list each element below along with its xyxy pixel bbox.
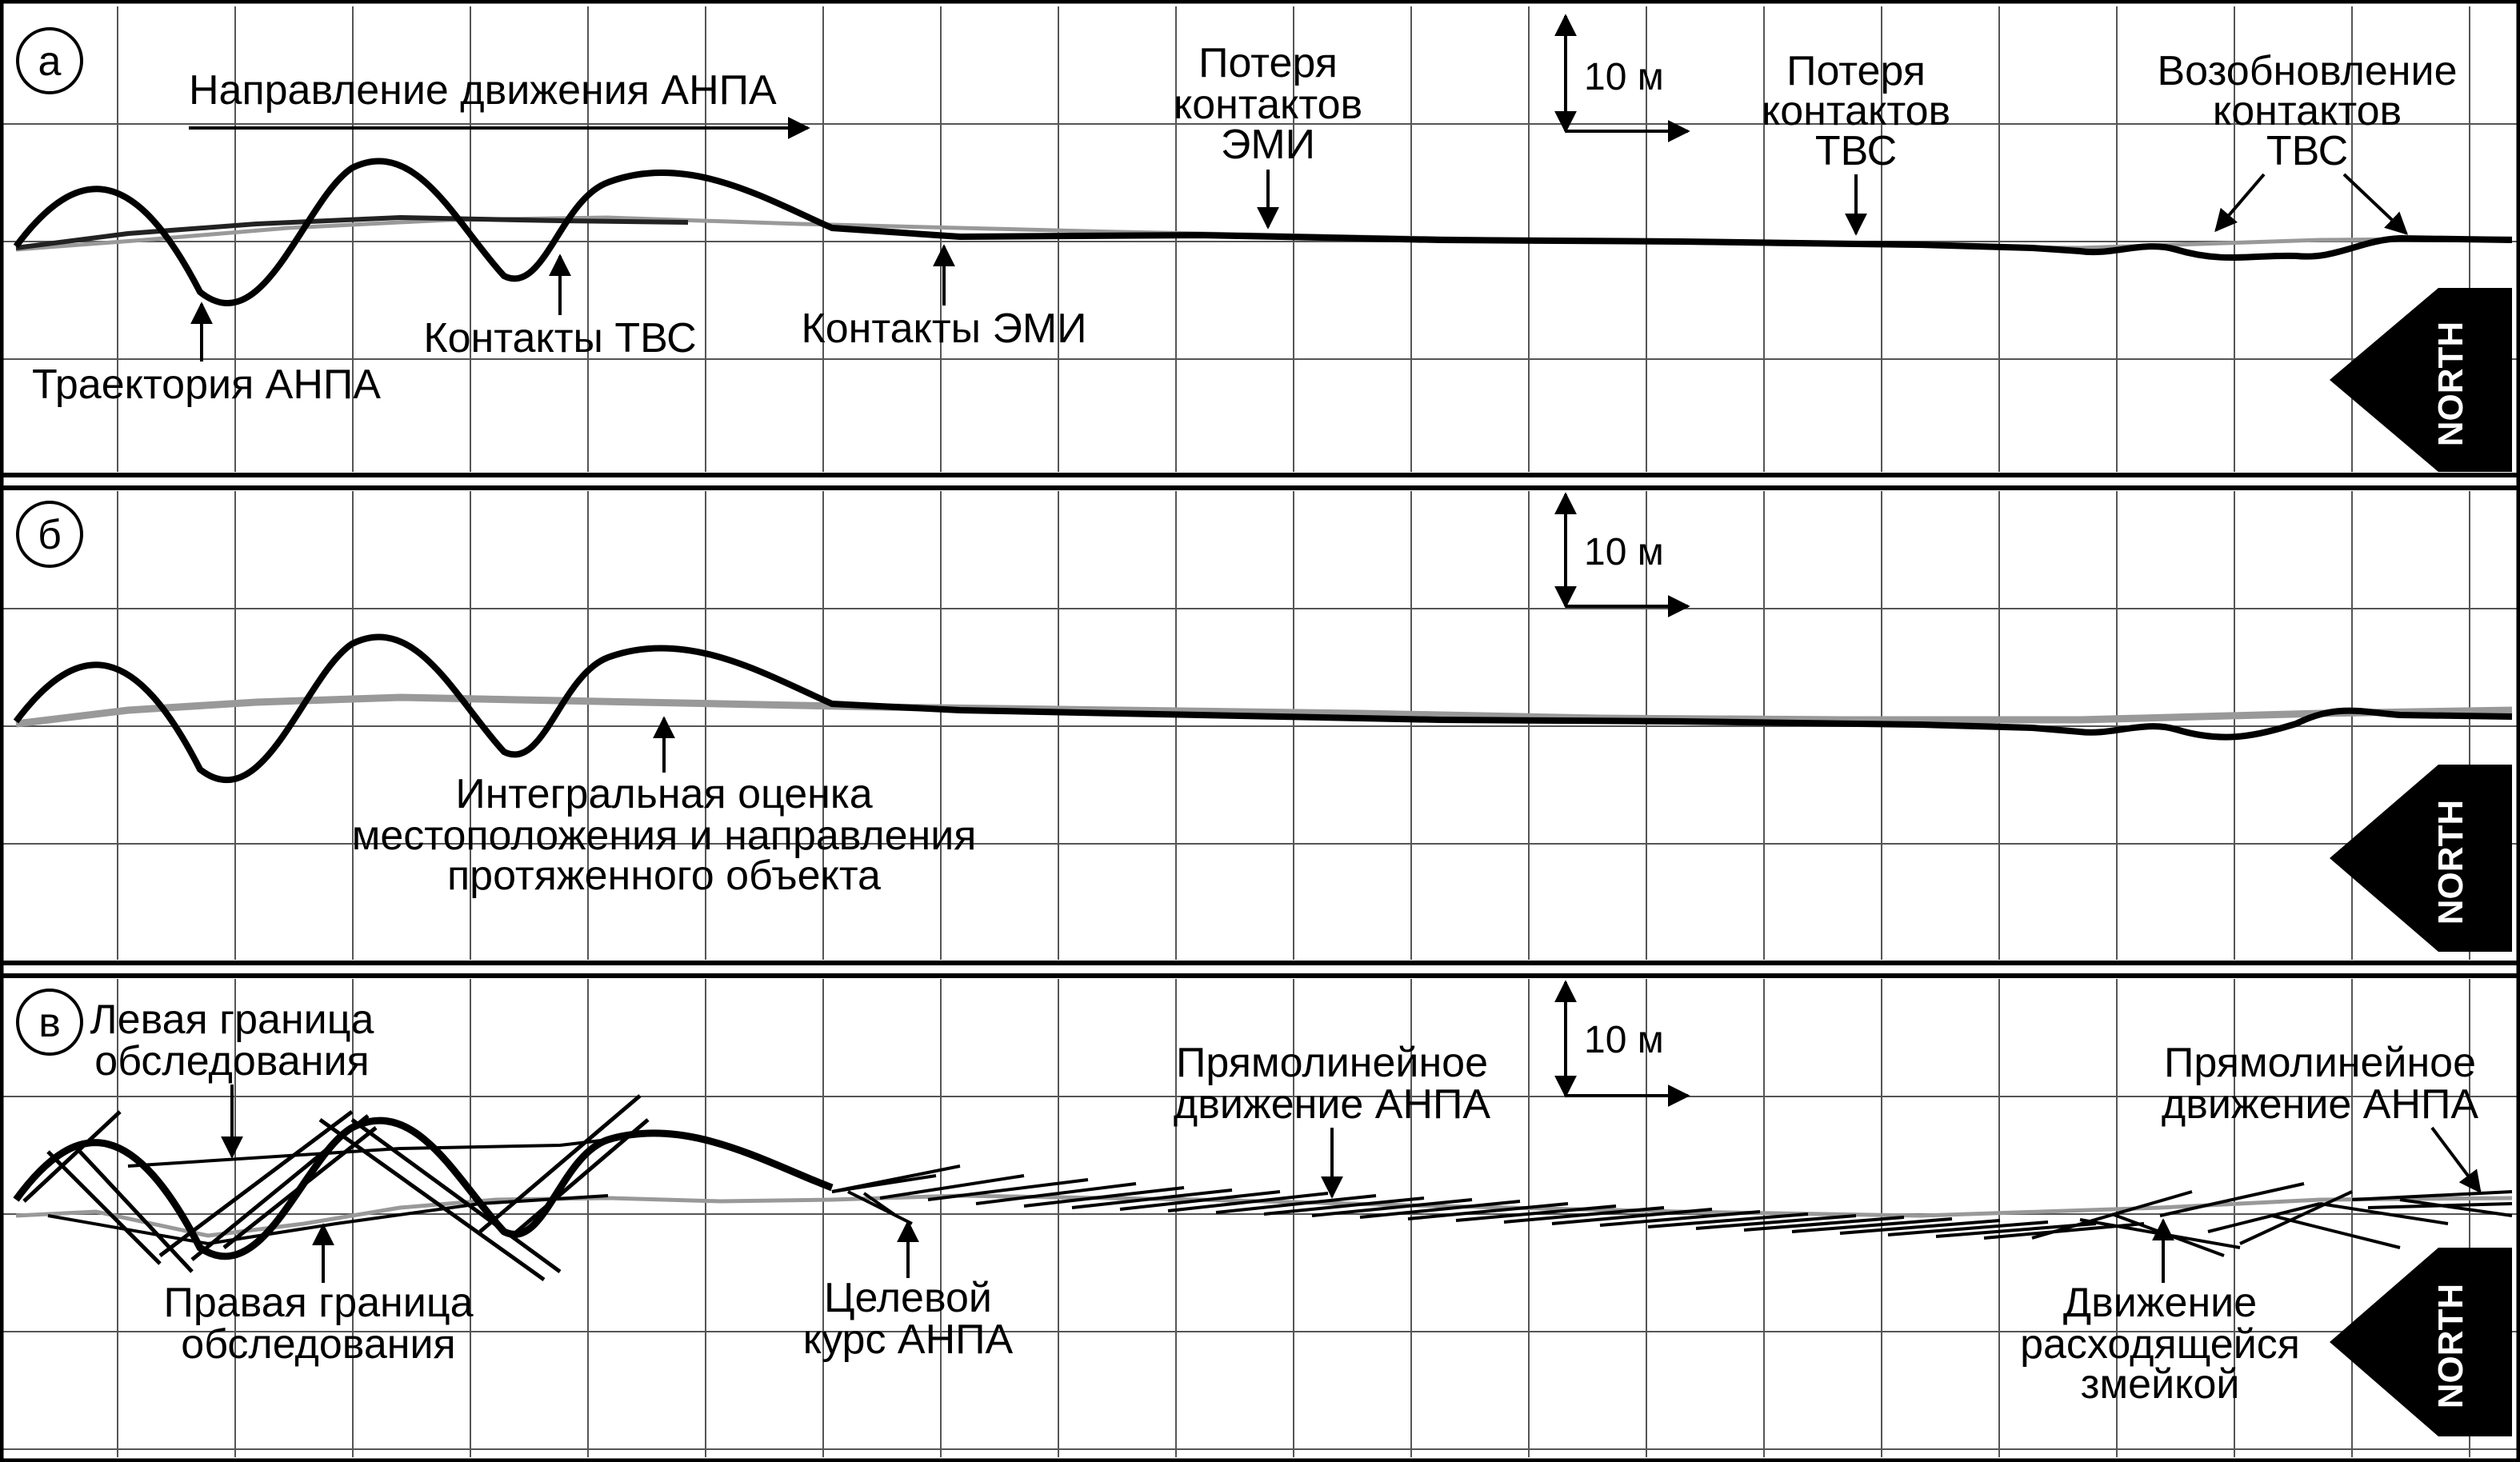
resume-line-2: контактов bbox=[2213, 88, 2402, 134]
panel-b-badge bbox=[16, 501, 83, 568]
panel-c-badge bbox=[16, 989, 83, 1056]
right-boundary-line-1: Правая граница bbox=[163, 1280, 473, 1326]
emi-loss-line-1: Потеря bbox=[1198, 40, 1338, 86]
scale-bar-c bbox=[1554, 980, 1690, 1107]
panel-a: а 10 м NORTH Направление движения АНПА П… bbox=[13, 14, 2513, 472]
emi-contacts-label: Контакты ЭМИ bbox=[801, 306, 1086, 352]
estimate-line-1: Интегральная оценка bbox=[455, 771, 872, 817]
left-boundary-line-2: обследования bbox=[94, 1038, 369, 1085]
diverging-snake-line-3: змейкой bbox=[2081, 1361, 2240, 1408]
scale-bar-b bbox=[1554, 492, 1690, 617]
right-boundary-line-2: обследования bbox=[181, 1321, 455, 1368]
tvs-loss-line-1: Потеря bbox=[1786, 48, 1926, 94]
straight-motion-b-line-2: движение АНПА bbox=[2162, 1081, 2478, 1128]
panel-a-letter: а bbox=[38, 38, 62, 85]
north-label-a: NORTH bbox=[2431, 322, 2470, 446]
panel-b: б 10 м NORTH Интегральная оценка местопо… bbox=[13, 492, 2513, 952]
auv-trajectory-a bbox=[13, 158, 2513, 306]
estimate-line-2: местоположения и направления bbox=[352, 813, 977, 859]
target-course-line-2: курс АНПА bbox=[803, 1316, 1014, 1363]
resume-line-3: ТВС bbox=[2266, 128, 2348, 174]
north-label-c: NORTH bbox=[2431, 1284, 2470, 1408]
scale-label-c: 10 м bbox=[1584, 1019, 1664, 1061]
estimate-line-3: протяженного объекта bbox=[447, 853, 881, 899]
straight-motion-a-line-1: Прямолинейное bbox=[1176, 1040, 1488, 1086]
north-arrow-c: NORTH bbox=[2330, 1248, 2512, 1436]
panel-a-badge bbox=[16, 27, 83, 94]
emi-loss-line-3: ЭМИ bbox=[1221, 122, 1315, 168]
straight-motion-b-arrow bbox=[2430, 1126, 2482, 1194]
tvs-loss-line-2: контактов bbox=[1762, 88, 1950, 134]
auv-trajectory-c bbox=[13, 1116, 834, 1260]
north-label-b: NORTH bbox=[2431, 800, 2470, 925]
heading-segments bbox=[831, 1164, 2513, 1257]
panel-b-letter: б bbox=[38, 512, 62, 558]
auv-trajectory-b bbox=[13, 633, 2513, 784]
left-boundary-line-1: Левая граница bbox=[90, 997, 374, 1043]
target-course-line-1: Целевой bbox=[824, 1275, 992, 1321]
tvs-contacts-label: Контакты ТВС bbox=[423, 315, 696, 362]
straight-motion-b-line-1: Прямолинейное bbox=[2164, 1040, 2476, 1086]
tvs-contacts-line-a bbox=[15, 214, 689, 250]
trajectory-label: Траектория АНПА bbox=[32, 362, 381, 408]
scale-label-b: 10 м bbox=[1584, 531, 1664, 573]
tvs-loss-line-3: ТВС bbox=[1815, 128, 1897, 174]
grid-panel-c bbox=[0, 979, 2520, 1457]
integral-estimate-line bbox=[15, 693, 2513, 728]
resume-line-1: Возобновление bbox=[2158, 48, 2458, 94]
resume-arrow-left bbox=[2214, 173, 2266, 233]
panel-c: в 10 м bbox=[13, 980, 2513, 1436]
north-arrow-a: NORTH bbox=[2330, 288, 2512, 472]
direction-label: Направление движения АНПА bbox=[189, 67, 777, 114]
scale-label-a: 10 м bbox=[1584, 56, 1664, 98]
diverging-snake-line-1: Движение bbox=[2063, 1280, 2257, 1326]
straight-motion-a-line-2: движение АНПА bbox=[1174, 1081, 1490, 1128]
diverging-snake-line-2: расходящейся bbox=[2020, 1321, 2300, 1368]
north-arrow-b: NORTH bbox=[2330, 765, 2512, 952]
scale-bar-a bbox=[1554, 14, 1690, 142]
resume-arrow-right bbox=[2342, 173, 2409, 235]
emi-loss-line-2: контактов bbox=[1174, 82, 1362, 128]
panel-c-letter: в bbox=[38, 1000, 61, 1046]
